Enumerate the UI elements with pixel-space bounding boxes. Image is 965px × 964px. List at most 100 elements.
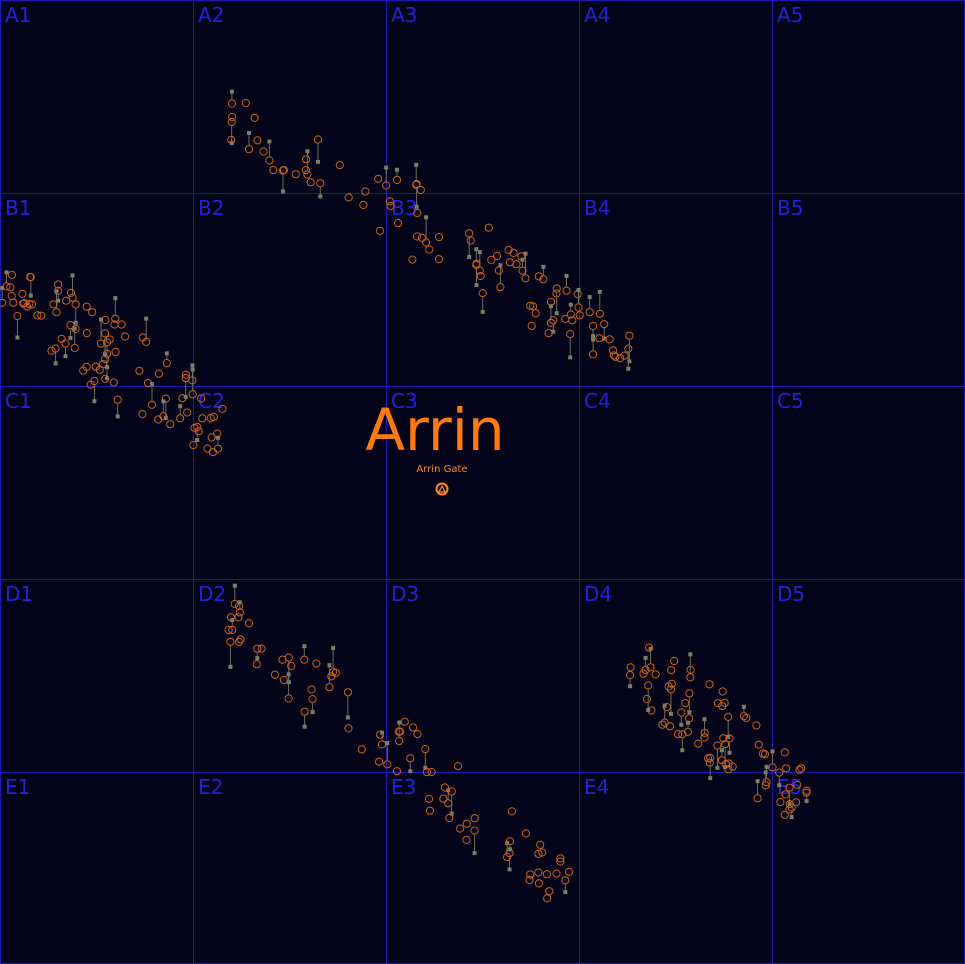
beacon-icon[interactable] [764,764,769,769]
asteroid-icon[interactable] [278,166,288,175]
beacon-icon[interactable] [687,710,692,715]
asteroid-icon[interactable] [625,331,634,340]
asteroid-icon[interactable] [529,302,538,311]
beacon-icon[interactable] [267,139,272,144]
asteroid-icon[interactable] [456,824,465,833]
asteroid-icon[interactable] [421,745,430,754]
asteroid-icon[interactable] [595,334,604,343]
asteroid-icon[interactable] [589,350,598,359]
beacon-icon[interactable] [628,684,633,689]
asteroid-icon[interactable] [230,599,239,609]
beacon-icon[interactable] [99,317,103,322]
beacon-icon[interactable] [161,399,166,404]
beacon-icon[interactable] [414,204,419,209]
asteroid-icon[interactable] [543,894,552,903]
asteroid-icon[interactable] [27,300,37,309]
beacon-icon[interactable] [228,664,233,669]
beacon-icon[interactable] [230,618,235,623]
asteroid-icon[interactable] [462,835,471,845]
asteroid-icon[interactable] [386,201,395,211]
beacon-icon[interactable] [498,263,503,268]
asteroid-icon[interactable] [670,656,679,666]
asteroid-icon[interactable] [161,394,170,403]
asteroid-icon[interactable] [718,687,727,696]
asteroid-icon[interactable] [79,366,88,375]
beacon-icon[interactable] [755,779,760,784]
asteroid-icon[interactable] [227,135,236,144]
asteroid-icon[interactable] [651,670,660,679]
asteroid-icon[interactable] [344,193,353,202]
beacon-icon[interactable] [726,734,731,739]
asteroid-icon[interactable] [312,659,321,668]
asteroid-icon[interactable] [284,653,293,662]
asteroid-icon[interactable] [375,226,384,235]
asteroid-icon[interactable] [775,768,784,777]
asteroid-icon[interactable] [470,814,479,823]
asteroid-icon[interactable] [626,663,635,672]
asteroid-icon[interactable] [207,433,216,442]
beacon-icon[interactable] [563,890,568,894]
beacon-icon[interactable] [183,394,188,399]
asteroid-icon[interactable] [117,320,126,329]
asteroid-icon[interactable] [552,869,561,878]
asteroid-icon[interactable] [61,339,70,348]
asteroid-icon[interactable] [306,178,315,187]
asteroid-icon[interactable] [279,675,288,685]
asteroid-icon[interactable] [20,298,29,308]
asteroid-icon[interactable] [357,745,366,754]
asteroid-icon[interactable] [683,727,693,736]
asteroid-icon[interactable] [754,740,763,749]
asteroid-icon[interactable] [300,707,309,716]
asteroid-icon[interactable] [531,309,540,318]
beacon-icon[interactable] [316,159,320,164]
asteroid-icon[interactable] [188,390,197,399]
asteroid-icon[interactable] [761,781,770,790]
asteroid-icon[interactable] [109,378,118,387]
beacon-icon[interactable] [144,316,149,321]
asteroid-icon[interactable] [228,625,237,635]
beacon-icon[interactable] [467,255,472,259]
asteroid-icon[interactable] [422,768,431,777]
asteroid-icon[interactable] [327,672,336,681]
asteroid-icon[interactable] [307,685,316,694]
asteroid-icon[interactable] [742,713,751,723]
beacon-icon[interactable] [70,273,75,278]
asteroid-icon[interactable] [88,308,97,317]
beacon-icon[interactable] [92,399,97,404]
asteroid-icon[interactable] [585,308,594,317]
asteroid-icon[interactable] [534,868,543,877]
asteroid-icon[interactable] [7,292,16,301]
asteroid-icon[interactable] [507,807,516,816]
beacon-icon[interactable] [591,337,596,342]
asteroid-icon[interactable] [686,673,695,682]
asteroid-icon[interactable] [713,699,723,708]
beacon-icon[interactable] [763,770,768,775]
beacon-icon[interactable] [414,162,419,167]
beacon-icon[interactable] [777,783,782,788]
beacon-icon[interactable] [804,799,809,804]
asteroid-icon[interactable] [768,763,777,772]
asteroid-icon[interactable] [227,117,236,127]
beacon-icon[interactable] [523,251,528,256]
beacon-icon[interactable] [318,194,323,199]
asteroid-icon[interactable] [521,274,530,283]
asteroid-icon[interactable] [416,185,425,195]
asteroid-icon[interactable] [447,787,456,796]
asteroid-icon[interactable] [234,613,243,622]
beacon-icon[interactable] [229,89,234,94]
beacon-icon[interactable] [380,730,384,735]
asteroid-icon[interactable] [154,369,163,378]
asteroid-icon[interactable] [782,764,791,773]
asteroid-icon[interactable] [440,783,449,792]
asteroid-icon[interactable] [678,730,687,739]
asteroid-icon[interactable] [762,778,771,787]
asteroid-icon[interactable] [544,329,553,338]
asteroid-icon[interactable] [713,741,722,750]
beacon-icon[interactable] [190,367,195,372]
beacon-icon[interactable] [507,867,512,872]
beacon-icon[interactable] [105,376,109,381]
asteroid-icon[interactable] [209,412,218,421]
beacon-icon[interactable] [551,329,556,334]
asteroid-icon[interactable] [724,759,733,768]
beacon-icon[interactable] [715,765,720,770]
